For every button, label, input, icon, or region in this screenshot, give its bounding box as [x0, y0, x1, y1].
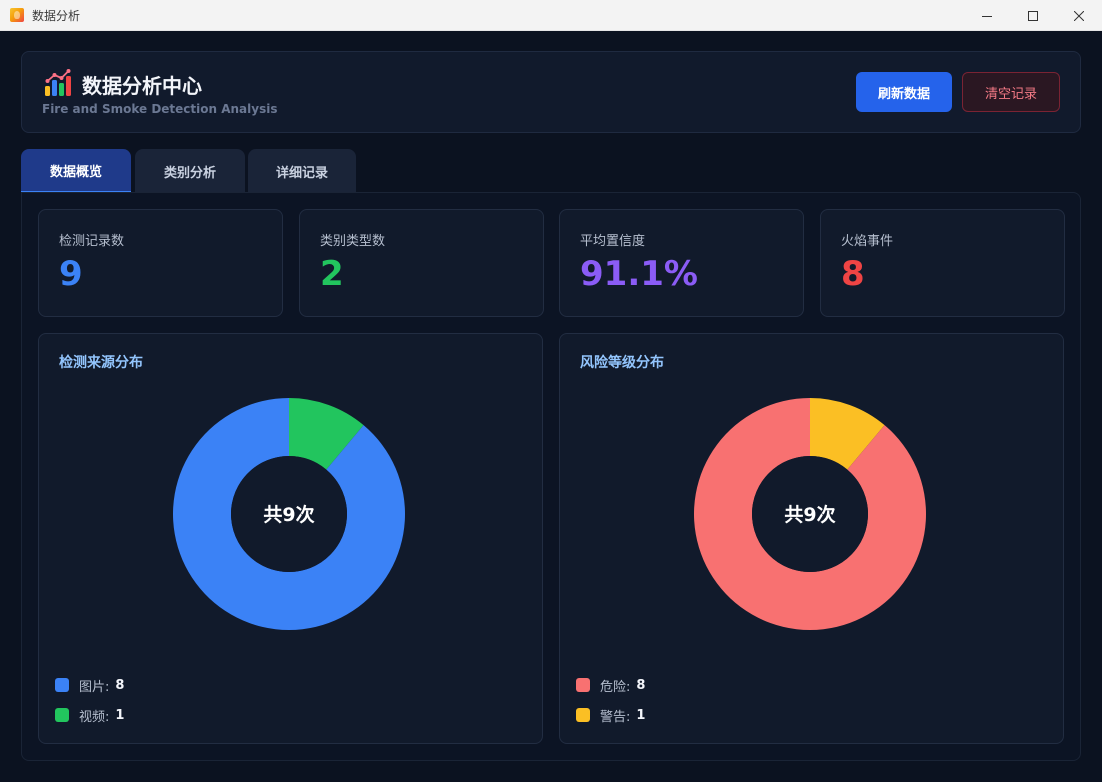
donut-center-total: 共9次 — [263, 503, 314, 526]
legend-label: 危险: — [600, 679, 631, 695]
page-title: 数据分析中心 — [82, 74, 202, 98]
stat-label: 火焰事件 — [841, 234, 894, 249]
legend-item: 警告: 1 — [576, 705, 645, 725]
window-body: 数据分析中心 Fire and Smoke Detection Analysis… — [1, 31, 1101, 781]
close-icon — [1074, 10, 1084, 21]
chart-title: 检测来源分布 — [59, 355, 143, 371]
stat-label: 类别类型数 — [320, 234, 386, 249]
maximize-button[interactable] — [1010, 0, 1056, 31]
source-distribution-card: 检测来源分布 共9次 图片: 8 视频: 1 — [38, 333, 543, 744]
tab-overview[interactable]: 数据概览 — [21, 149, 131, 193]
donut-slice-警告[interactable] — [810, 398, 885, 470]
legend-swatch — [576, 678, 590, 692]
donut-slice-视频[interactable] — [289, 398, 364, 470]
maximize-icon — [1028, 10, 1038, 21]
legend-value: 8 — [115, 677, 125, 693]
minimize-button[interactable] — [964, 0, 1010, 31]
legend-value: 1 — [636, 707, 646, 723]
stat-value: 2 — [320, 254, 344, 294]
legend-label: 视频: — [79, 709, 110, 725]
legend-label: 图片: — [79, 679, 110, 695]
stat-value: 91.1% — [580, 254, 698, 294]
legend-swatch — [55, 708, 69, 722]
chart-title: 风险等级分布 — [580, 355, 664, 371]
stat-value: 8 — [841, 254, 865, 294]
donut-hole — [231, 456, 347, 572]
window-title: 数据分析 — [32, 8, 81, 23]
risk-distribution-card: 风险等级分布 共9次 危险: 8 警告: 1 — [559, 333, 1064, 744]
donut-slice-危险[interactable] — [694, 398, 926, 630]
window-controls — [964, 0, 1102, 31]
close-button[interactable] — [1056, 0, 1102, 31]
legend-value: 8 — [636, 677, 646, 693]
legend-swatch — [55, 678, 69, 692]
legend-value: 1 — [115, 707, 125, 723]
stat-value: 9 — [59, 254, 83, 294]
tab-detail-records[interactable]: 详细记录 — [248, 149, 356, 193]
risk-donut-chart: 共9次 — [694, 398, 926, 630]
fire-app-icon — [10, 8, 24, 22]
donut-slice-图片[interactable] — [173, 398, 405, 630]
tab-category-analysis[interactable]: 类别分析 — [135, 149, 245, 193]
stat-card-avg-confidence: 平均置信度 91.1% — [559, 209, 804, 317]
minimize-icon — [982, 15, 992, 17]
window-titlebar: 数据分析 — [0, 0, 1102, 31]
refresh-data-button[interactable]: 刷新数据 — [856, 72, 952, 112]
legend-label: 警告: — [600, 709, 631, 725]
donut-center-total: 共9次 — [784, 503, 835, 526]
donut-hole — [752, 456, 868, 572]
bar-chart-icon — [45, 69, 71, 96]
source-donut-chart: 共9次 — [173, 398, 405, 630]
stat-card-category-count: 类别类型数 2 — [299, 209, 544, 317]
stat-card-record-count: 检测记录数 9 — [38, 209, 283, 317]
stat-label: 平均置信度 — [580, 234, 646, 249]
legend-item: 图片: 8 — [55, 675, 124, 695]
stat-card-fire-events: 火焰事件 8 — [820, 209, 1065, 317]
legend-swatch — [576, 708, 590, 722]
legend-item: 危险: 8 — [576, 675, 645, 695]
legend-item: 视频: 1 — [55, 705, 124, 725]
clear-records-button[interactable]: 清空记录 — [962, 72, 1060, 112]
page-subtitle: Fire and Smoke Detection Analysis — [42, 102, 278, 116]
header-card: 数据分析中心 Fire and Smoke Detection Analysis… — [21, 51, 1081, 133]
stat-label: 检测记录数 — [59, 234, 125, 249]
